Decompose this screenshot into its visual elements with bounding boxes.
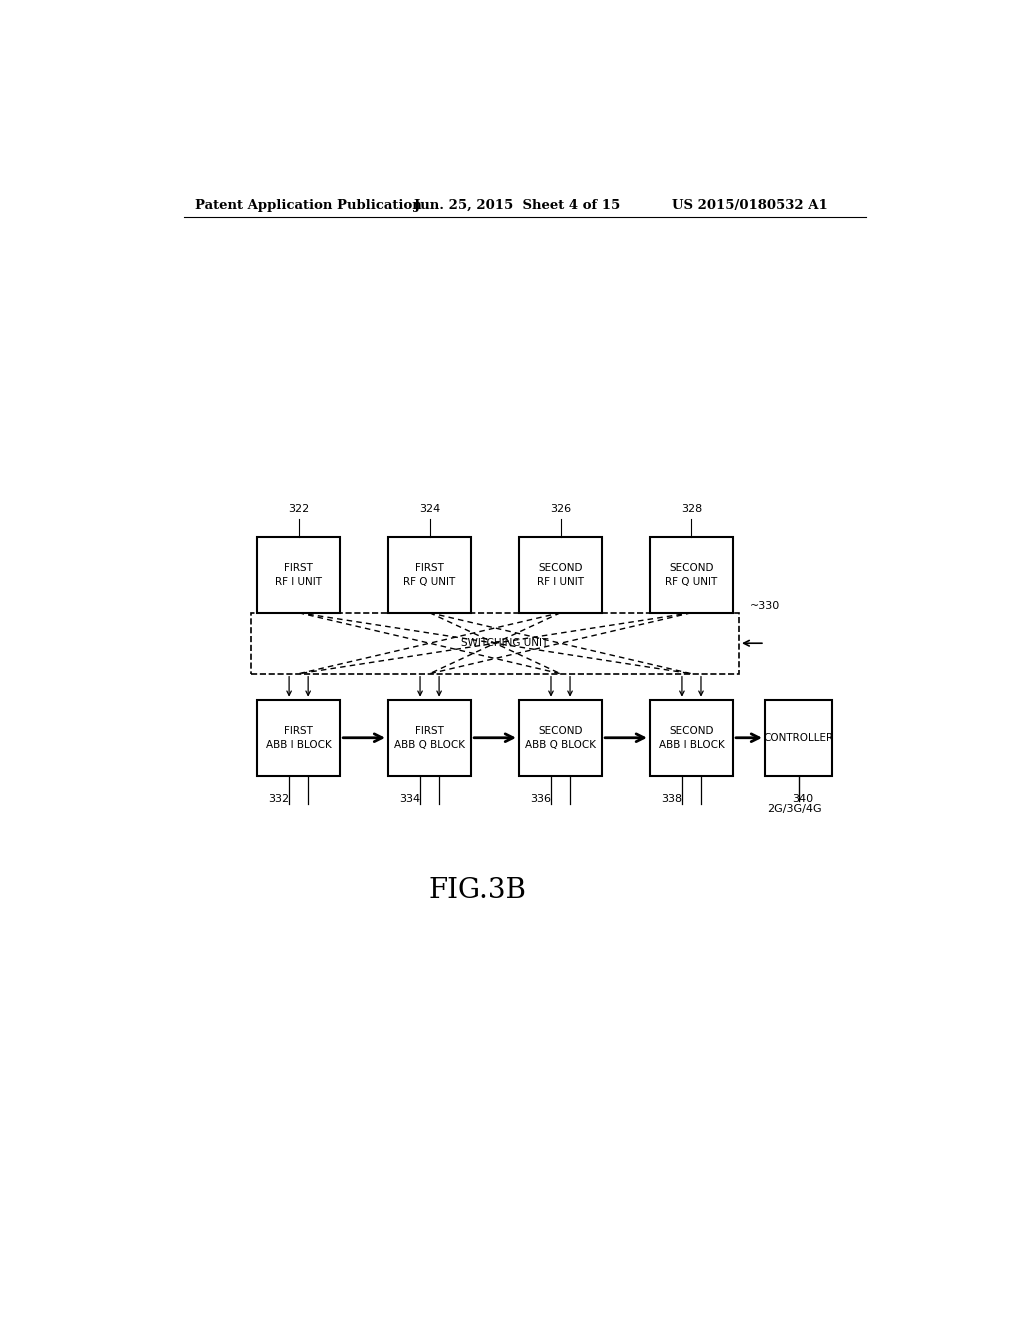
Text: FIG.3B: FIG.3B xyxy=(428,876,526,904)
Text: 332: 332 xyxy=(268,795,290,804)
Text: Jun. 25, 2015  Sheet 4 of 15: Jun. 25, 2015 Sheet 4 of 15 xyxy=(414,199,620,213)
Bar xyxy=(650,537,733,614)
Text: ~330: ~330 xyxy=(750,601,779,611)
Bar xyxy=(519,537,602,614)
Bar xyxy=(650,700,733,776)
Text: 336: 336 xyxy=(530,795,551,804)
Text: Patent Application Publication: Patent Application Publication xyxy=(196,199,422,213)
Bar xyxy=(765,700,833,776)
Text: SWITCHING UNIT: SWITCHING UNIT xyxy=(461,639,549,648)
Text: 326: 326 xyxy=(550,504,571,513)
Bar xyxy=(257,700,340,776)
Bar xyxy=(251,612,739,673)
Bar xyxy=(519,700,602,776)
Text: FIRST
RF I UNIT: FIRST RF I UNIT xyxy=(275,564,323,587)
Text: 338: 338 xyxy=(662,795,682,804)
Text: 322: 322 xyxy=(288,504,309,513)
Text: FIRST
ABB I BLOCK: FIRST ABB I BLOCK xyxy=(266,726,332,750)
Text: 324: 324 xyxy=(419,504,440,513)
Text: 2G/3G/4G: 2G/3G/4G xyxy=(767,804,822,814)
Text: 340: 340 xyxy=(792,795,813,804)
Bar xyxy=(388,537,471,614)
Text: FIRST
RF Q UNIT: FIRST RF Q UNIT xyxy=(403,564,456,587)
Bar xyxy=(257,537,340,614)
Text: SECOND
ABB I BLOCK: SECOND ABB I BLOCK xyxy=(658,726,724,750)
Text: US 2015/0180532 A1: US 2015/0180532 A1 xyxy=(672,199,827,213)
Text: SECOND
ABB Q BLOCK: SECOND ABB Q BLOCK xyxy=(525,726,596,750)
Text: CONTROLLER: CONTROLLER xyxy=(764,733,834,743)
Text: SECOND
RF I UNIT: SECOND RF I UNIT xyxy=(537,564,584,587)
Text: FIRST
ABB Q BLOCK: FIRST ABB Q BLOCK xyxy=(394,726,465,750)
Text: 334: 334 xyxy=(399,795,420,804)
Text: 328: 328 xyxy=(681,504,702,513)
Bar xyxy=(388,700,471,776)
Text: SECOND
RF Q UNIT: SECOND RF Q UNIT xyxy=(666,564,718,587)
